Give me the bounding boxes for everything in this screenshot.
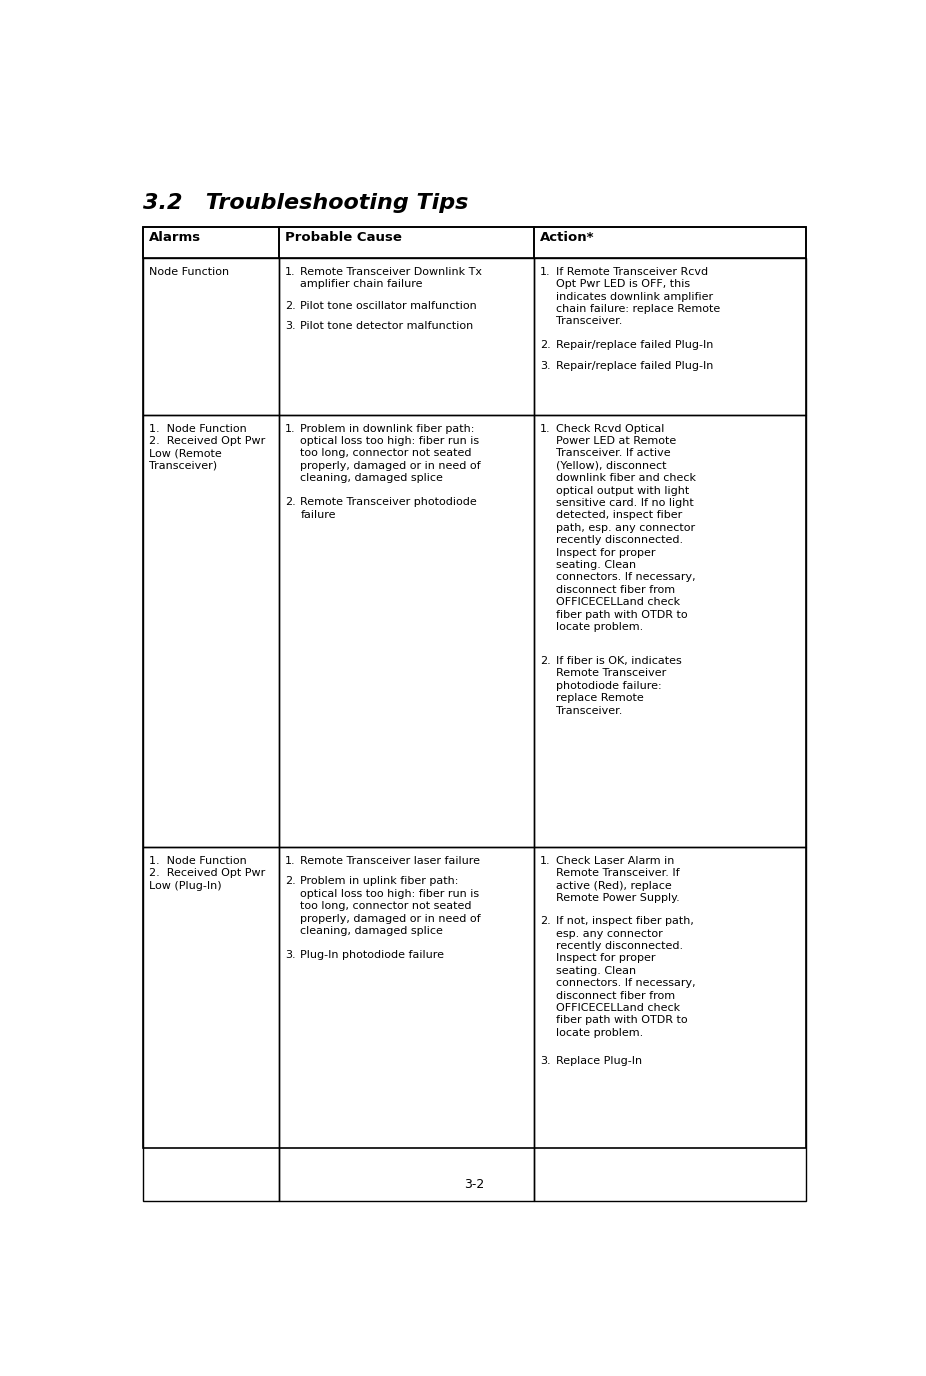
Bar (143, 227, 279, 259)
Text: 1.: 1. (284, 267, 295, 277)
Text: 2.: 2. (284, 300, 295, 311)
Bar (279, 848, 534, 1201)
Bar (143, 259, 279, 416)
Text: Pilot tone oscillator malfunction: Pilot tone oscillator malfunction (301, 300, 477, 311)
Bar (279, 259, 534, 416)
Text: 2.: 2. (284, 877, 295, 886)
Text: If Remote Transceiver Rcvd
Opt Pwr LED is OFF, this
indicates downlink amplifier: If Remote Transceiver Rcvd Opt Pwr LED i… (556, 267, 720, 326)
Bar (534, 416, 807, 848)
Text: Remote Transceiver photodiode
failure: Remote Transceiver photodiode failure (301, 497, 477, 520)
Bar (534, 227, 807, 259)
Bar (534, 848, 807, 1201)
Text: 2.: 2. (284, 497, 295, 508)
Text: 1.  Node Function
2.  Received Opt Pwr
Low (Remote
Transceiver): 1. Node Function 2. Received Opt Pwr Low… (149, 424, 265, 471)
Text: 2.: 2. (540, 916, 551, 926)
Text: Remote Transceiver Downlink Tx
amplifier chain failure: Remote Transceiver Downlink Tx amplifier… (301, 267, 482, 289)
Text: Pilot tone detector malfunction: Pilot tone detector malfunction (301, 321, 474, 332)
Text: 2.: 2. (540, 656, 551, 666)
Text: If fiber is OK, indicates
Remote Transceiver
photodiode failure:
replace Remote
: If fiber is OK, indicates Remote Transce… (556, 656, 682, 716)
Text: Action*: Action* (540, 231, 594, 244)
Text: 1.: 1. (284, 856, 295, 866)
Text: 3-2: 3-2 (465, 1178, 484, 1190)
Bar (279, 227, 534, 259)
Text: 3.: 3. (540, 361, 551, 372)
Text: Problem in uplink fiber path:
optical loss too high: fiber run is
too long, conn: Problem in uplink fiber path: optical lo… (301, 877, 482, 936)
Text: 3.2   Troubleshooting Tips: 3.2 Troubleshooting Tips (143, 193, 469, 213)
Text: Probable Cause: Probable Cause (284, 231, 402, 244)
Text: Check Rcvd Optical
Power LED at Remote
Transceiver. If active
(Yellow), disconne: Check Rcvd Optical Power LED at Remote T… (556, 424, 695, 632)
Text: 3.: 3. (284, 949, 295, 960)
Text: 3.: 3. (540, 1055, 551, 1066)
Bar (143, 227, 807, 1149)
Text: Remote Transceiver laser failure: Remote Transceiver laser failure (301, 856, 481, 866)
Text: Check Laser Alarm in
Remote Transceiver. If
active (Red), replace
Remote Power S: Check Laser Alarm in Remote Transceiver.… (556, 856, 680, 903)
Text: 2.: 2. (540, 340, 551, 351)
Text: Repair/replace failed Plug-In: Repair/replace failed Plug-In (556, 340, 713, 351)
Text: 1.: 1. (540, 856, 551, 866)
Text: If not, inspect fiber path,
esp. any connector
recently disconnected.
Inspect fo: If not, inspect fiber path, esp. any con… (556, 916, 695, 1038)
Text: Repair/replace failed Plug-In: Repair/replace failed Plug-In (556, 361, 713, 372)
Text: 1.: 1. (540, 267, 551, 277)
Bar (534, 259, 807, 416)
Text: Plug-In photodiode failure: Plug-In photodiode failure (301, 949, 444, 960)
Text: 3.: 3. (284, 321, 295, 332)
Text: 1.: 1. (284, 424, 295, 433)
Text: Alarms: Alarms (149, 231, 201, 244)
Text: Problem in downlink fiber path:
optical loss too high: fiber run is
too long, co: Problem in downlink fiber path: optical … (301, 424, 482, 483)
Text: Node Function: Node Function (149, 267, 229, 277)
Bar (143, 416, 279, 848)
Bar (143, 848, 279, 1201)
Bar (279, 416, 534, 848)
Text: 1.: 1. (540, 424, 551, 433)
Text: Replace Plug-In: Replace Plug-In (556, 1055, 642, 1066)
Text: 1.  Node Function
2.  Received Opt Pwr
Low (Plug-In): 1. Node Function 2. Received Opt Pwr Low… (149, 856, 265, 890)
